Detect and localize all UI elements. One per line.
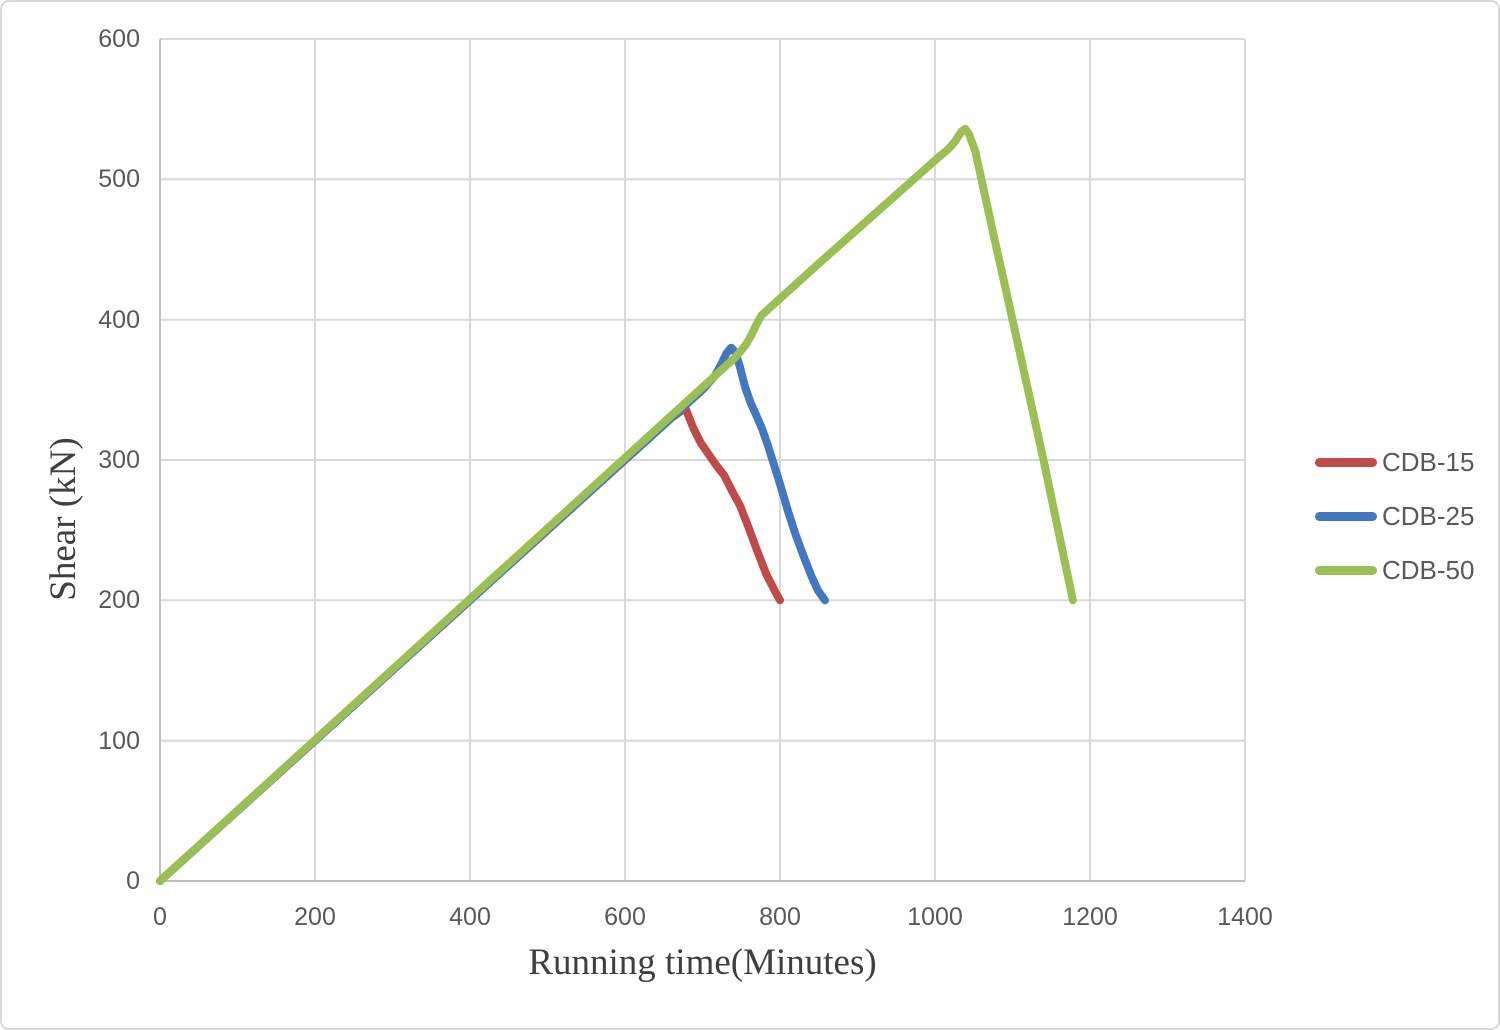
y-tick-label-100: 100 [98, 726, 140, 755]
legend: CDB-15 CDB-25 CDB-50 [1315, 444, 1474, 606]
x-tick-label-600: 600 [604, 903, 646, 931]
series-line-cdb-25 [156, 343, 829, 885]
y-tick-label-300: 300 [98, 446, 140, 474]
x-tick-label-1400: 1400 [1217, 903, 1273, 931]
series-line-cdb-50 [156, 124, 1077, 885]
legend-swatch-cdb-50 [1315, 565, 1377, 575]
legend-item-cdb-25: CDB-25 [1315, 498, 1474, 534]
y-tick-label-0: 0 [126, 867, 140, 895]
legend-item-cdb-15: CDB-15 [1315, 444, 1474, 480]
y-axis-title: Shear (kN) [43, 437, 84, 601]
y-tick-label-400: 400 [98, 305, 140, 334]
legend-item-cdb-50: CDB-50 [1315, 552, 1474, 588]
x-tick-label-1200: 1200 [1062, 903, 1118, 931]
y-tick-label-500: 500 [98, 165, 140, 194]
legend-swatch-cdb-15 [1315, 457, 1377, 467]
x-tick-label-800: 800 [759, 903, 801, 931]
x-tick-label-0: 0 [153, 903, 167, 931]
x-tick-label-200: 200 [294, 903, 336, 931]
x-tick-label-1000: 1000 [907, 903, 963, 931]
x-tick-label-400: 400 [449, 903, 491, 931]
x-axis-title: Running time(Minutes) [528, 942, 877, 983]
legend-swatch-cdb-25 [1315, 511, 1377, 521]
legend-label-cdb-50: CDB-50 [1382, 554, 1475, 585]
series-line-cdb-15 [156, 404, 784, 885]
legend-label-cdb-15: CDB-15 [1382, 446, 1475, 477]
y-tick-label-200: 200 [98, 586, 140, 615]
y-tick-label-600: 600 [98, 25, 140, 53]
legend-label-cdb-25: CDB-25 [1382, 500, 1475, 531]
